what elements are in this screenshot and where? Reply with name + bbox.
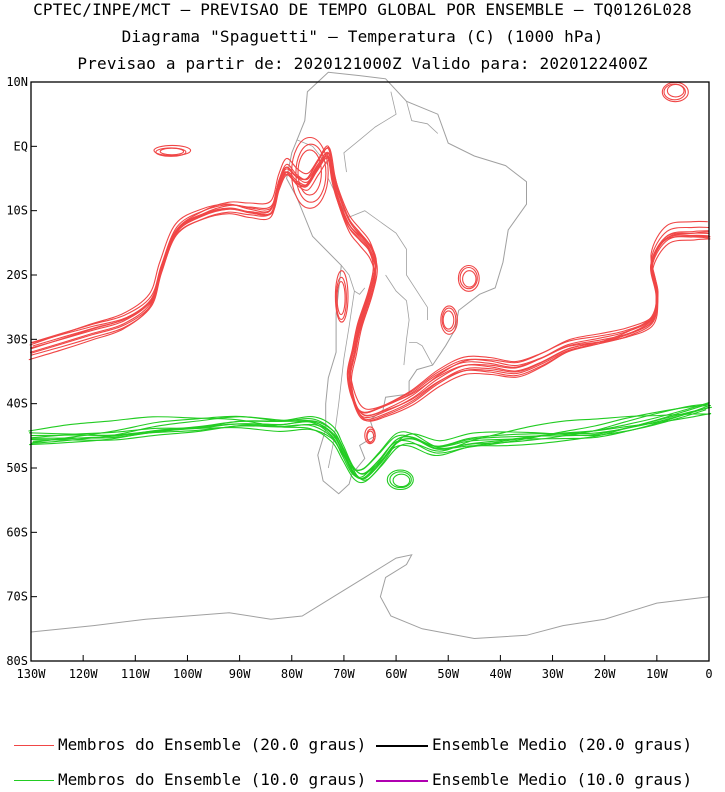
closed-isoline-cell [153, 144, 192, 157]
legend-label-mean-20: Ensemble Medio (20.0 graus) [432, 735, 693, 754]
closed-isoline-cell [159, 147, 185, 156]
ensemble-member-line [31, 403, 710, 480]
closed-isoline-cell [457, 264, 480, 292]
y-tick-label: 10N [6, 75, 28, 89]
country-border [343, 91, 397, 173]
y-tick-label: 60S [6, 525, 28, 539]
ensemble-member-line [30, 403, 710, 480]
ensemble-member-line [29, 147, 710, 420]
ensemble-member-line [30, 152, 709, 419]
closed-isoline-cell [297, 149, 322, 196]
country-border [406, 101, 439, 134]
coastline-map [30, 71, 710, 640]
closed-isoline-cell [392, 473, 411, 488]
closed-isoline-cell [386, 469, 414, 491]
antarctica-coastline [30, 554, 710, 640]
country-border [409, 342, 433, 366]
x-tick-label: 80W [281, 667, 303, 681]
closed-isoline-cell [442, 310, 455, 330]
y-tick-label: 80S [6, 654, 28, 668]
y-tick-label: 40S [6, 397, 28, 411]
series-members-20 [28, 81, 711, 445]
x-tick-label: 30W [542, 667, 564, 681]
country-border [327, 291, 355, 469]
legend-label-members-20: Membros do Ensemble (20.0 graus) [58, 735, 367, 754]
closed-isoline-cell [335, 276, 347, 321]
closed-isoline-cell [291, 136, 329, 209]
legend-swatch-members-20 [14, 745, 54, 746]
y-tick-label: 50S [6, 461, 28, 475]
plot-frame [30, 81, 710, 662]
legend-swatch-mean-20 [376, 745, 428, 747]
closed-isoline-cell [389, 471, 412, 489]
country-border [385, 274, 410, 366]
legend-label-mean-10: Ensemble Medio (10.0 graus) [432, 770, 693, 789]
country-border [327, 178, 428, 320]
legend-swatch-mean-10 [376, 780, 428, 782]
y-tick-label: 10S [6, 204, 28, 218]
x-tick-label: 40W [490, 667, 512, 681]
closed-isoline-cell [295, 143, 327, 203]
x-tick-label: 10W [646, 667, 668, 681]
x-tick-label: 50W [437, 667, 459, 681]
ensemble-member-line [29, 160, 708, 410]
closed-isoline-cell [440, 305, 458, 335]
legend-swatch-members-10 [14, 780, 54, 781]
isoline-series [28, 81, 712, 491]
y-tick-label: 30S [6, 332, 28, 346]
ensemble-member-line [32, 152, 711, 413]
x-tick-label: 130W [17, 667, 47, 681]
closed-isoline-cell [336, 281, 346, 316]
chart-title-line2: Diagrama "Spaguetti" – Temperatura (C) (… [121, 27, 604, 46]
ensemble-member-line [28, 413, 711, 484]
x-tick-label: 60W [385, 667, 407, 681]
x-tick-label: 0 [705, 667, 712, 681]
x-tick-label: 120W [69, 667, 99, 681]
ensemble-member-line [30, 145, 710, 422]
spaghetti-chart: 130W 120W 110W 100W 90W 80W 70W 60W 50W 40W 30W 20W… [6, 71, 713, 681]
y-tick-label: 70S [6, 590, 28, 604]
closed-isoline-cell [462, 270, 477, 288]
legend-label-members-10: Membros do Ensemble (10.0 graus) [58, 770, 367, 789]
ensemble-member-line [31, 406, 710, 480]
axes: 130W 120W 110W 100W 90W 80W 70W 60W 50W 40W 30W 20W… [6, 75, 712, 681]
south-america-coastline [286, 71, 527, 495]
closed-isoline-cell [459, 266, 478, 290]
x-tick-label: 20W [594, 667, 616, 681]
ensemble-member-line [28, 146, 708, 422]
ensemble-member-line [32, 405, 711, 479]
closed-isoline-cell [334, 270, 349, 323]
chart-title-line1: CPTEC/INPE/MCT – PREVISAO DE TEMPO GLOBA… [33, 0, 692, 19]
x-tick-label: 70W [333, 667, 355, 681]
chart-title-line3: Previsao a partir de: 2020121000Z Valido… [77, 54, 648, 73]
y-tick-label: 20S [6, 268, 28, 282]
closed-isoline-cell [666, 83, 685, 98]
y-tick-label: EQ [14, 139, 28, 153]
ensemble-member-line [28, 409, 707, 481]
x-tick-label: 110W [121, 667, 151, 681]
series-members-10 [28, 401, 712, 491]
closed-isoline-cell [441, 307, 457, 332]
x-tick-label: 100W [173, 667, 203, 681]
closed-isoline-cell [366, 430, 375, 443]
x-tick-label: 90W [229, 667, 251, 681]
